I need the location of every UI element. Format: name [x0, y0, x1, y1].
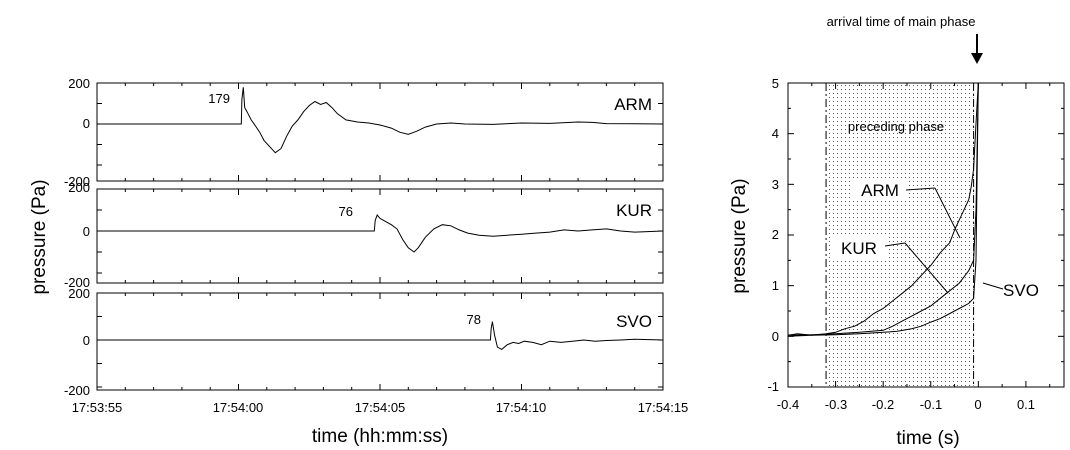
- arm-zoom-trace: [787, 82, 979, 336]
- arm-callout-bg: [853, 178, 907, 200]
- left-panel-kur-frame: [96, 188, 664, 284]
- kur-ytick-top: 200: [68, 180, 90, 195]
- kur-zoom-trace: [787, 82, 979, 336]
- kur-trace: [97, 214, 664, 253]
- preceding-phase-label: preceding phase: [848, 119, 944, 134]
- arm-station-label: ARM: [614, 95, 652, 114]
- left-xtick-4: 17:54:15: [638, 400, 689, 415]
- left-xlabel: time (hh:mm:ss): [312, 426, 448, 447]
- right-ytick-0: 5: [772, 76, 779, 91]
- left-panel-svo: 200 0 -200 SVO 78: [64, 286, 664, 398]
- left-xtick-3: 17:54:10: [496, 400, 547, 415]
- right-xtick-0: -0.4: [777, 397, 799, 412]
- right-xtick-5: 0.1: [1017, 397, 1035, 412]
- kur-callout-label: KUR: [841, 239, 877, 258]
- arm-trace: [97, 87, 664, 154]
- right-ytick-3: 2: [772, 227, 779, 242]
- kur-peak-label: 76: [339, 204, 353, 219]
- left-chart: 200 0 -200 ARM 179 200 0 -200 KUR 76 200…: [29, 76, 688, 447]
- svo-callout-bg: [1000, 278, 1044, 300]
- main-phase-arrow-icon: [971, 34, 983, 64]
- right-ytick-2: 3: [772, 177, 779, 192]
- right-ytick-4: 1: [772, 278, 779, 293]
- right-chart-title: arrival time of main phase: [827, 14, 976, 29]
- left-xtick-1: 17:54:00: [213, 400, 264, 415]
- right-xtick-4: 0: [974, 397, 981, 412]
- kur-ytick-bottom: -200: [64, 275, 90, 290]
- right-xtick-1: -0.3: [825, 397, 847, 412]
- arm-ytick-bottom: -200: [64, 174, 90, 189]
- right-xtick-3: -0.1: [920, 397, 942, 412]
- left-panel-arm: 200 0 -200 ARM 179: [64, 76, 664, 189]
- right-chart: preceding phase arrival time of main pha…: [729, 14, 1065, 449]
- right-ytick-1: 4: [772, 126, 779, 141]
- right-xlabel: time (s): [896, 428, 959, 449]
- left-xtick-2: 17:54:05: [355, 400, 406, 415]
- arm-callout-leader: [905, 187, 936, 191]
- right-ytick-5: 0: [772, 329, 779, 344]
- preceding-phase-region: [826, 83, 974, 387]
- left-panel-arm-frame: [96, 82, 664, 182]
- right-ytick-6: -1: [767, 379, 779, 394]
- left-xtick-0: 17:53:55: [72, 400, 123, 415]
- left-panel-arm-ticks: [97, 82, 663, 181]
- svo-station-label: SVO: [616, 312, 652, 331]
- left-panel-kur: 200 0 -200 KUR 76: [64, 180, 664, 290]
- left-panel-kur-ticks: [97, 188, 663, 283]
- arm-peak-label: 179: [208, 91, 230, 106]
- svo-callout-label: SVO: [1003, 281, 1039, 300]
- kur-callout-bg: [832, 236, 886, 258]
- svo-ytick-zero: 0: [83, 333, 90, 348]
- kur-callout-leader-2: [904, 242, 949, 294]
- svo-trace: [97, 321, 664, 351]
- svo-callout-leader: [982, 282, 1004, 290]
- arm-callout-label: ARM: [861, 181, 899, 200]
- left-panel-svo-ticks: [97, 292, 663, 390]
- arm-ytick-zero: 0: [83, 116, 90, 131]
- right-xtick-2: -0.2: [872, 397, 894, 412]
- svo-peak-label: 78: [467, 312, 481, 327]
- kur-callout-leader: [884, 242, 906, 247]
- arm-ytick-top: 200: [68, 76, 90, 91]
- left-panel-svo-frame: [96, 292, 664, 391]
- kur-ytick-zero: 0: [83, 224, 90, 239]
- kur-station-label: KUR: [616, 201, 652, 220]
- arm-callout-leader-2: [934, 187, 961, 239]
- svo-ytick-top: 200: [68, 286, 90, 301]
- svo-zoom-trace: [787, 82, 979, 337]
- svo-ytick-bottom: -200: [64, 383, 90, 398]
- left-ylabel: pressure (Pa): [29, 179, 50, 294]
- right-ylabel: pressure (Pa): [729, 178, 750, 293]
